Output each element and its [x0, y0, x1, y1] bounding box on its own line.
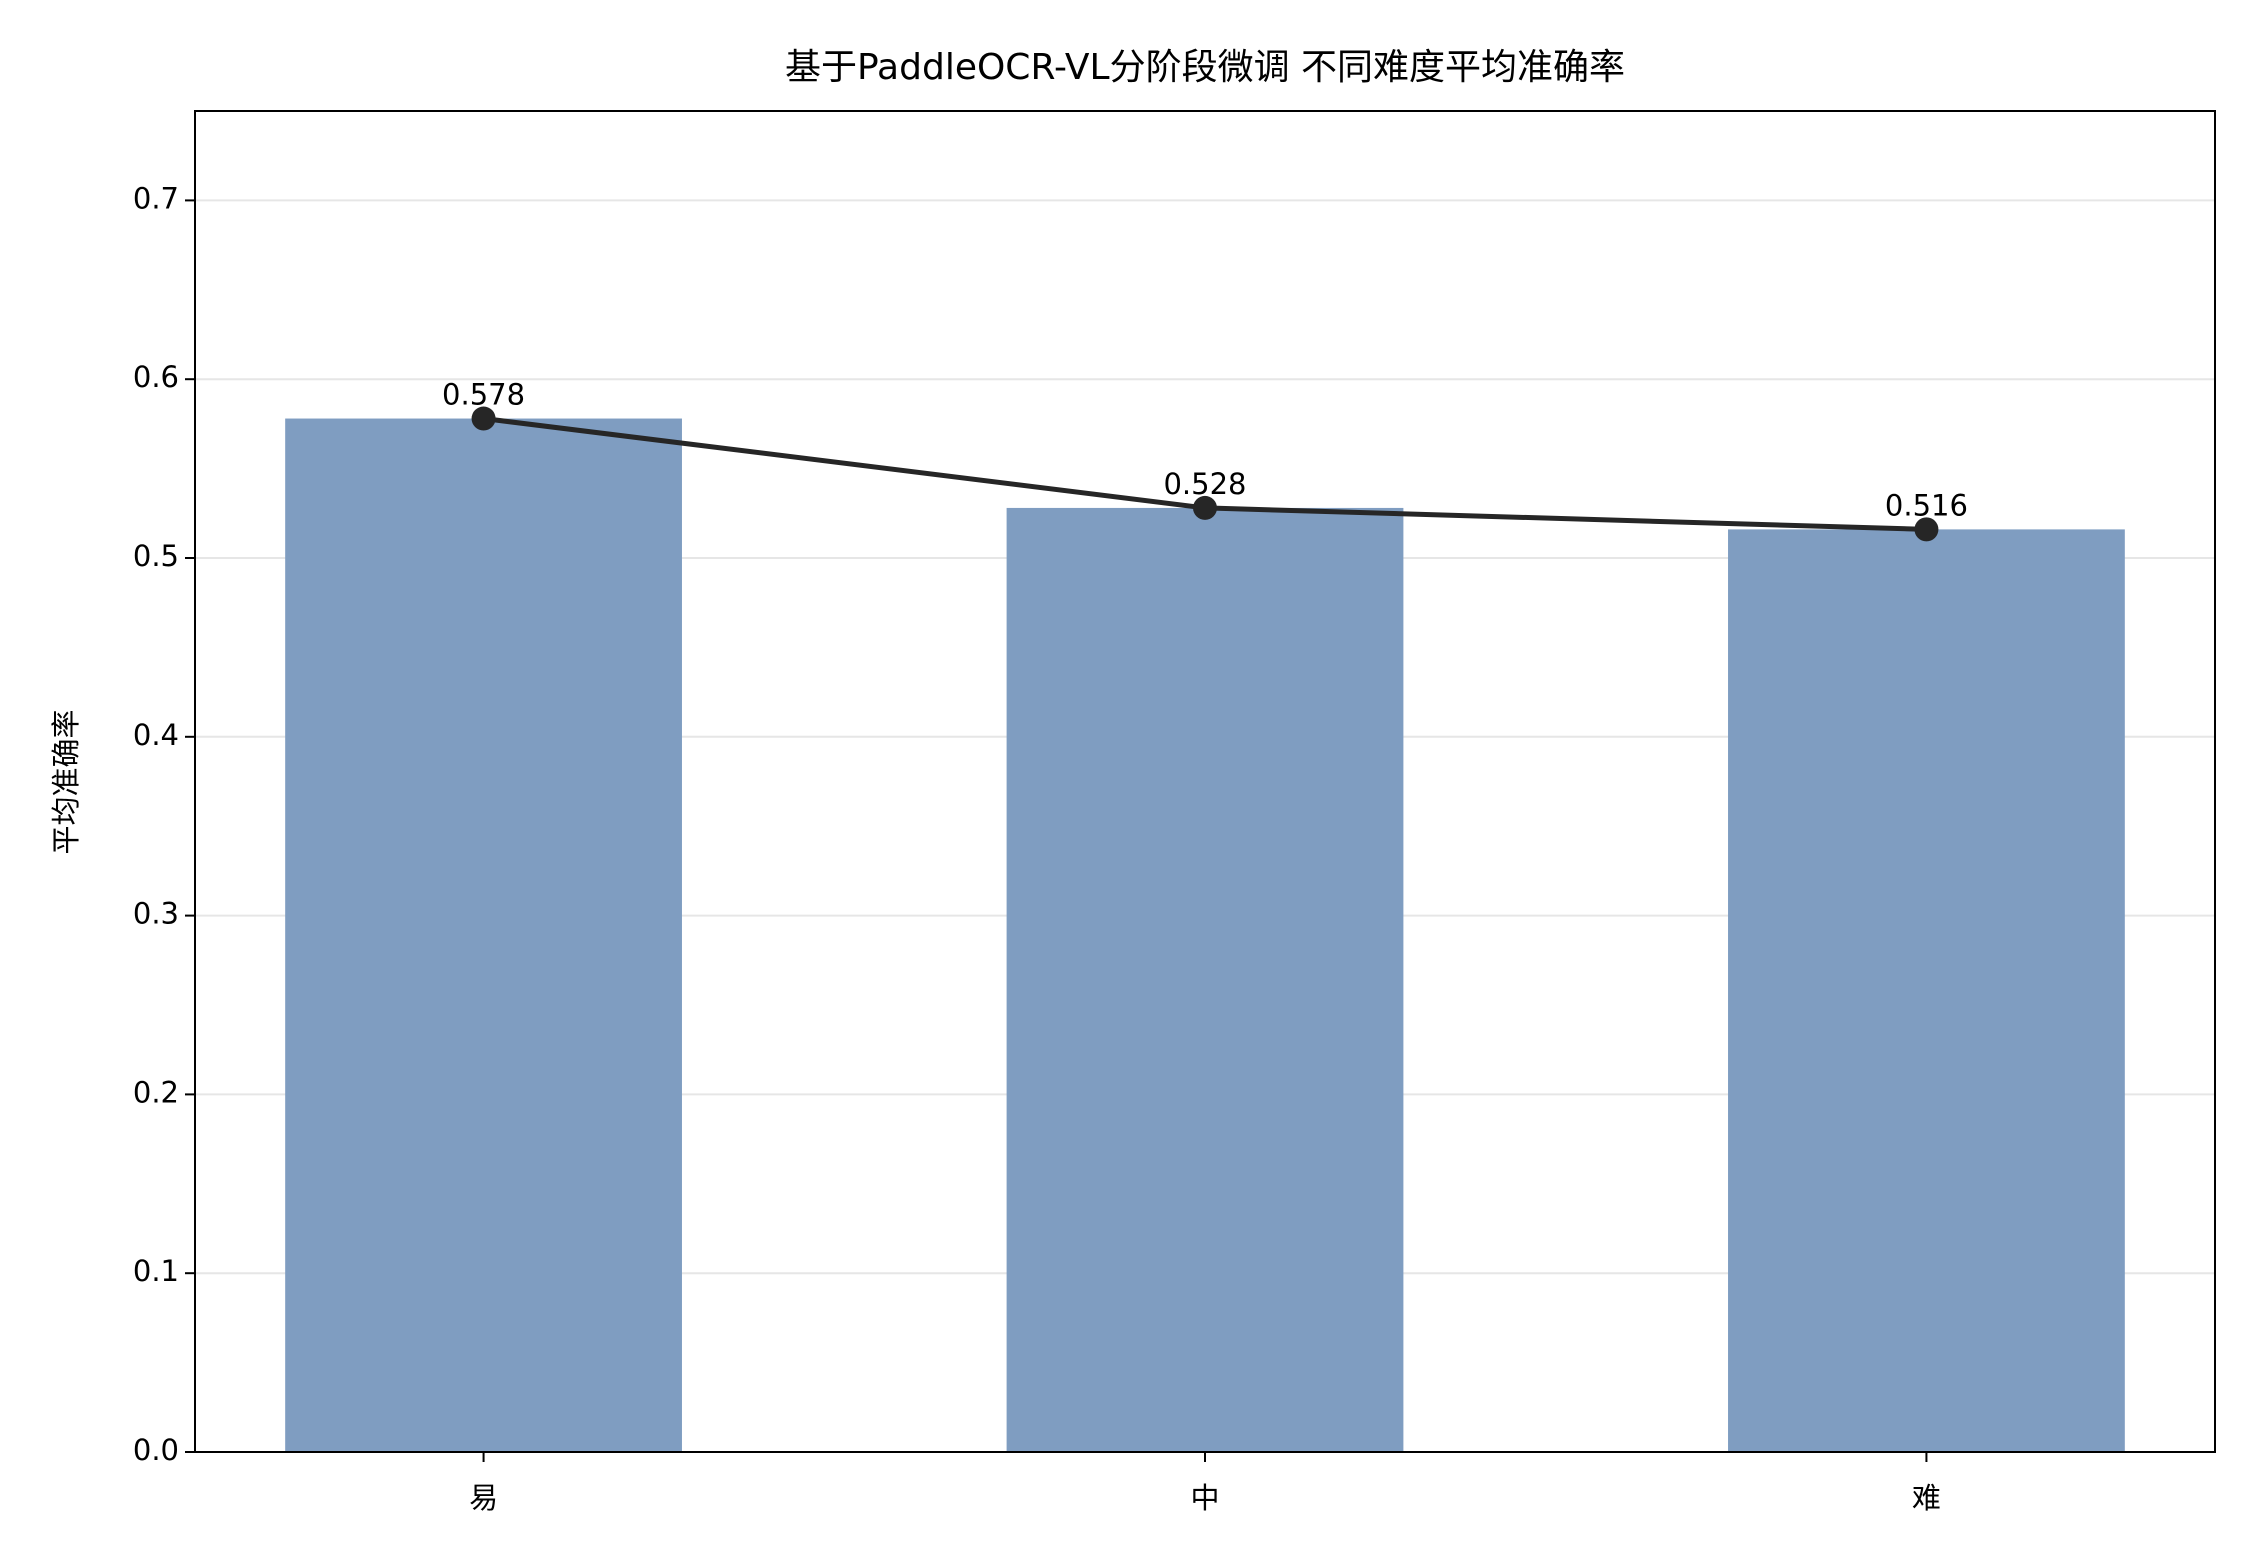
- line-point: [1914, 517, 1939, 542]
- y-tick-label: 0.0: [133, 1433, 179, 1467]
- y-axis-label: 平均准确率: [49, 709, 83, 854]
- y-tick-label: 0.5: [133, 539, 179, 573]
- y-tick-label: 0.1: [133, 1254, 179, 1288]
- data-label: 0.528: [1163, 467, 1246, 501]
- line-point: [471, 406, 496, 431]
- x-tick-label: 中: [1190, 1481, 1219, 1515]
- bar: [1006, 507, 1404, 1452]
- y-tick-label: 0.4: [133, 718, 179, 752]
- y-tick-label: 0.2: [133, 1075, 179, 1109]
- y-tick-label: 0.3: [133, 897, 179, 931]
- bar: [285, 418, 682, 1452]
- x-tick-label: 易: [469, 1481, 498, 1515]
- x-tick-label: 难: [1912, 1481, 1941, 1515]
- y-tick-label: 0.6: [133, 360, 179, 394]
- line-point: [1193, 495, 1217, 520]
- chart-title: 基于PaddleOCR-VL分阶段微调 不同难度平均准确率: [785, 47, 1625, 88]
- bar: [1728, 529, 2125, 1452]
- data-label: 0.578: [442, 378, 525, 412]
- y-tick-label: 0.7: [133, 181, 179, 215]
- data-label: 0.516: [1885, 488, 1968, 522]
- plot-frame: [194, 110, 2216, 1453]
